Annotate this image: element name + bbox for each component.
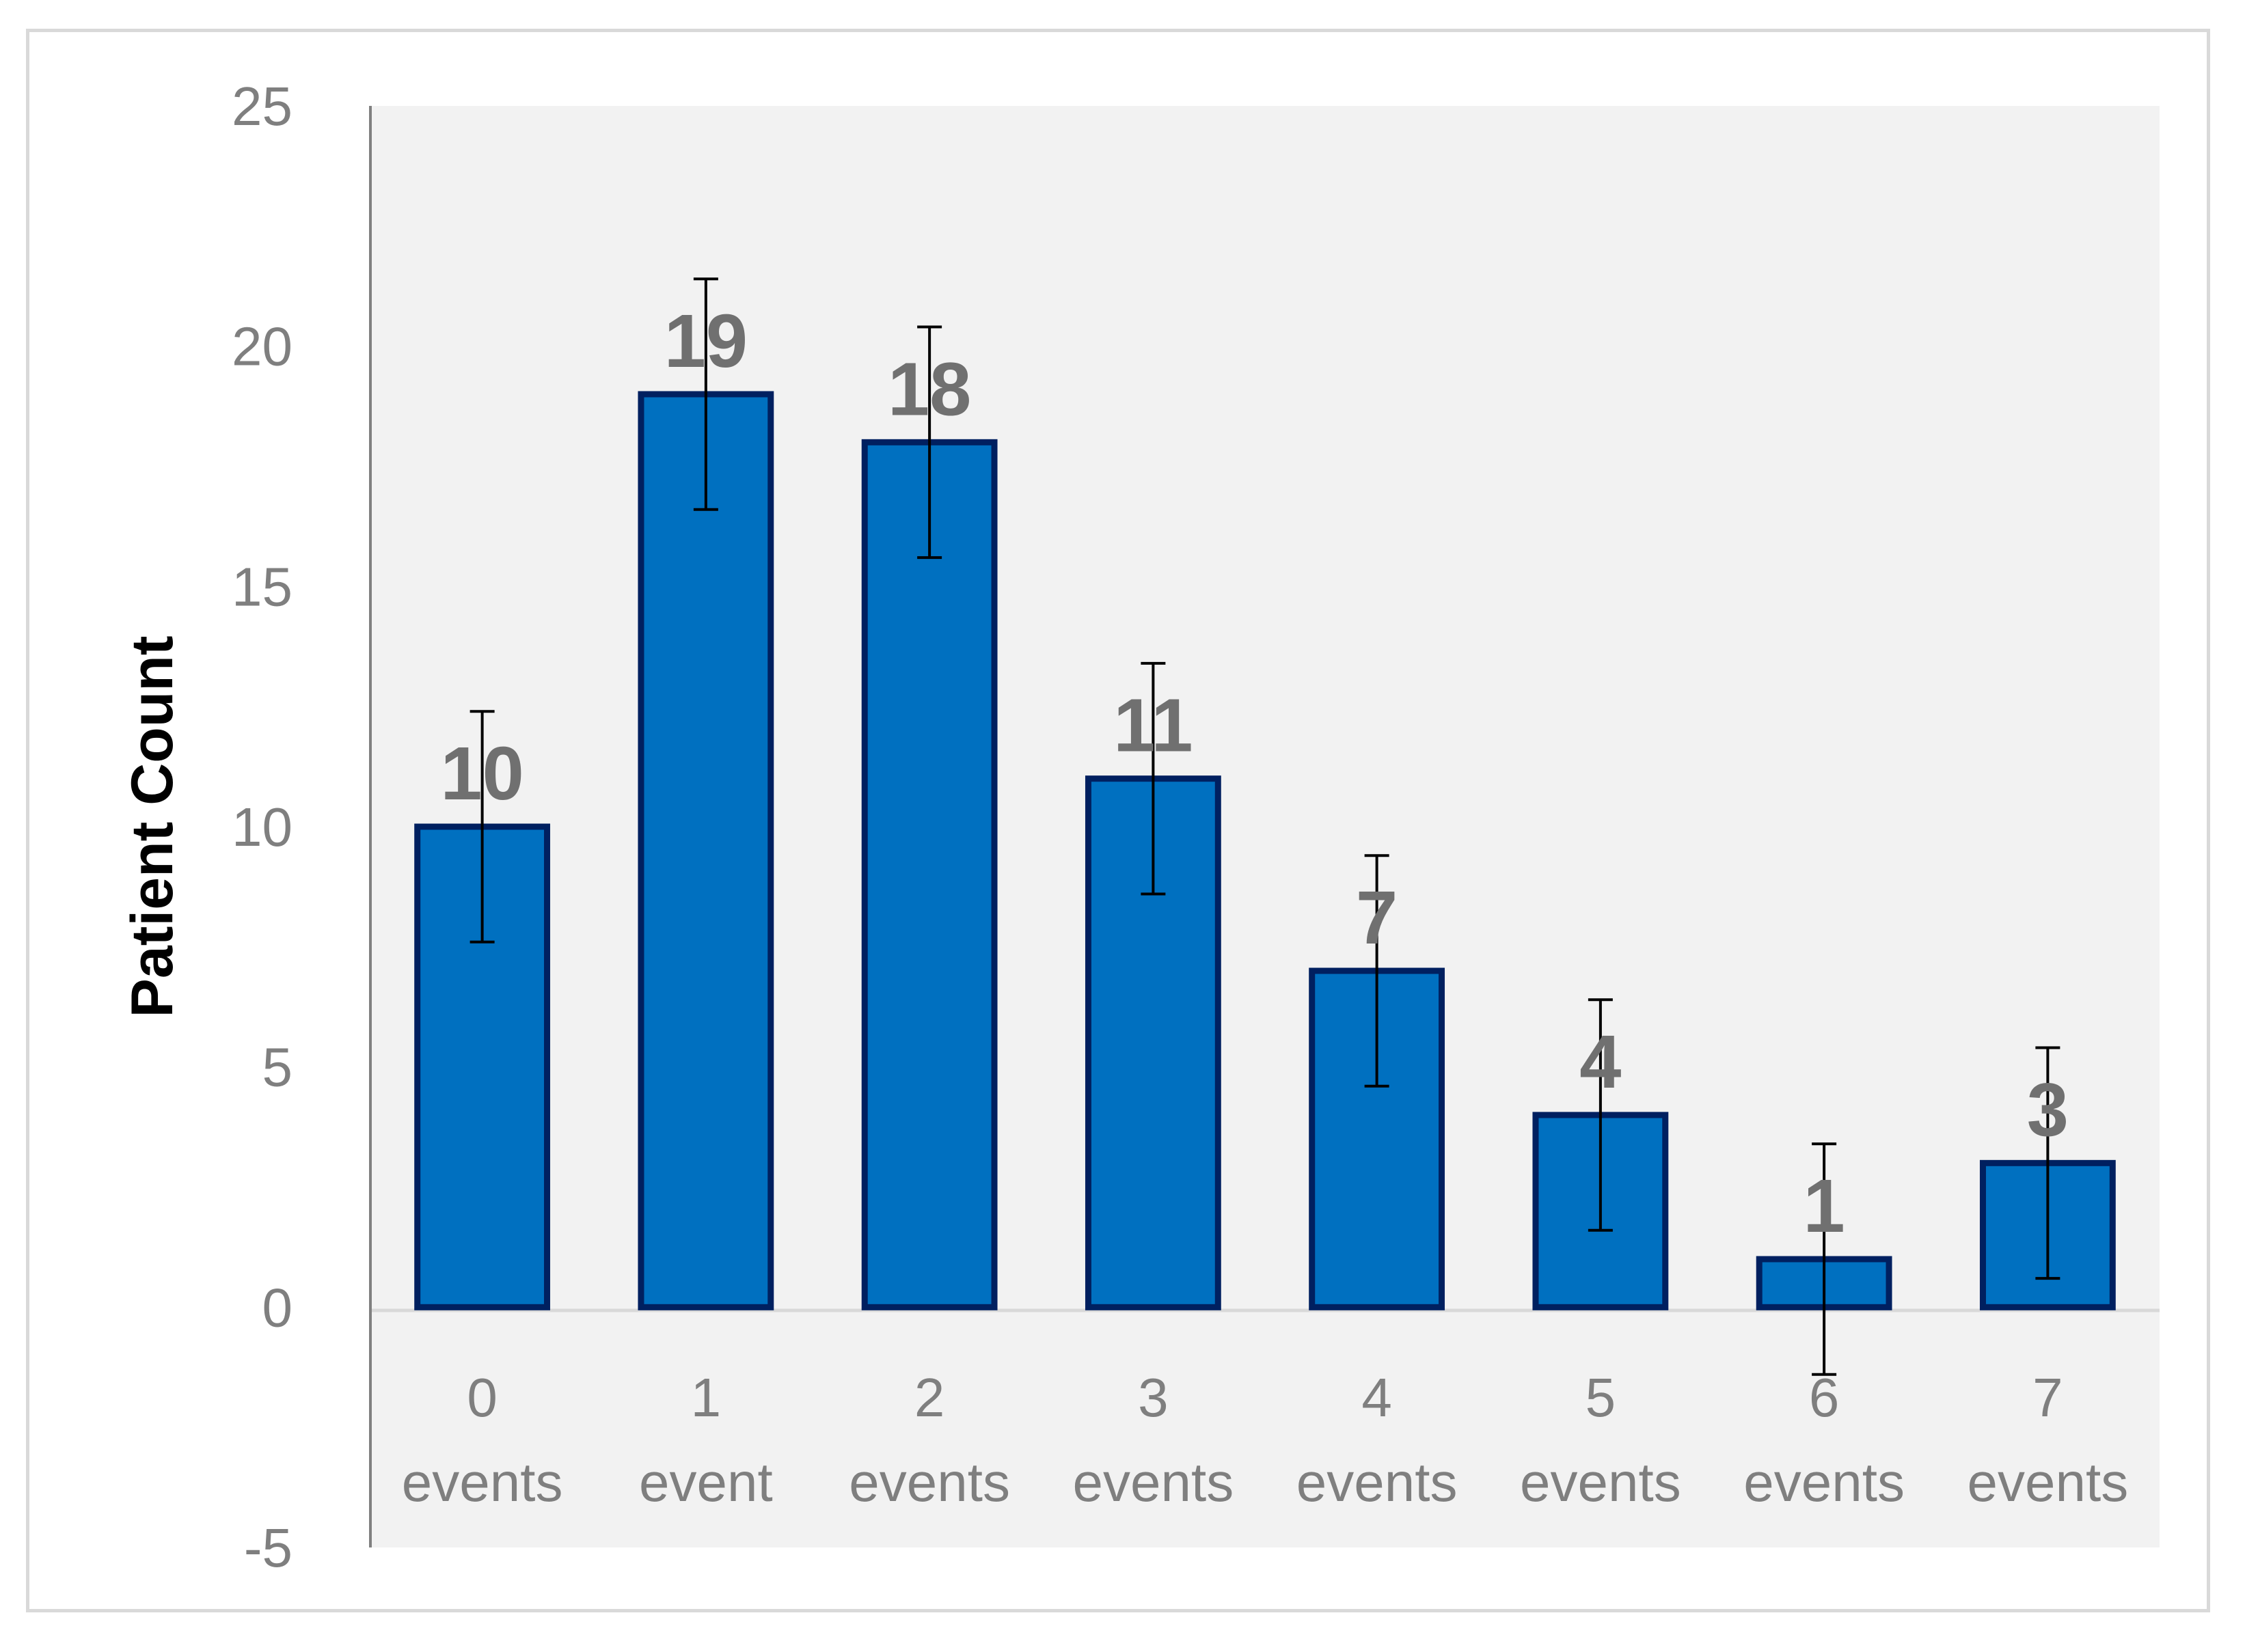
y-tick-label: 0 — [262, 1277, 293, 1338]
bar — [638, 391, 774, 1310]
error-bar — [2035, 1046, 2060, 1280]
y-axis-label: Patient Count — [120, 636, 185, 1018]
data-label: 3 — [2027, 1068, 2069, 1152]
x-category-label: events — [849, 1452, 1010, 1513]
data-labels: 10 19 18 11 7 4 1 3 — [440, 299, 2069, 1248]
data-label: 19 — [664, 299, 748, 383]
x-axis-categories: 0 events 1 event 2 events 3 events 4 events 5 event… — [402, 1367, 2128, 1513]
x-category-label: 7 — [2032, 1367, 2063, 1428]
y-axis-ticks: -5 0 5 10 15 20 25 — [232, 76, 292, 1578]
data-label: 11 — [1113, 684, 1193, 768]
x-category-label: event — [639, 1452, 773, 1513]
x-category-label: 3 — [1138, 1367, 1169, 1428]
error-bar — [1364, 854, 1389, 1088]
x-category-label: events — [1296, 1452, 1458, 1513]
x-category-label: 0 — [467, 1367, 498, 1428]
error-bar — [1812, 1142, 1837, 1376]
data-label: 1 — [1804, 1164, 1845, 1248]
data-label: 18 — [888, 347, 971, 431]
x-category-label: events — [1743, 1452, 1905, 1513]
x-category-label: 4 — [1361, 1367, 1392, 1428]
x-category-label: 2 — [914, 1367, 945, 1428]
x-category-label: 1 — [691, 1367, 722, 1428]
error-bar — [917, 325, 942, 560]
x-category-label: events — [1968, 1452, 2129, 1513]
bars — [414, 391, 2116, 1310]
y-tick-label: 5 — [262, 1037, 293, 1098]
y-tick-label: 20 — [232, 316, 292, 377]
x-category-label: 5 — [1586, 1367, 1616, 1428]
x-category-label: events — [1073, 1452, 1234, 1513]
y-tick-label: 10 — [232, 797, 292, 857]
bar — [414, 823, 551, 1310]
bar — [861, 439, 998, 1310]
error-bars — [470, 277, 2060, 1376]
x-category-label: events — [402, 1452, 563, 1513]
y-tick-label: -5 — [244, 1517, 292, 1578]
y-tick-label: 25 — [232, 76, 292, 137]
error-bar — [1141, 661, 1166, 896]
x-category-label: 6 — [1809, 1367, 1840, 1428]
y-tick-label: 15 — [232, 556, 292, 617]
error-bar — [470, 710, 495, 944]
data-label: 7 — [1356, 876, 1398, 960]
data-label: 4 — [1579, 1020, 1621, 1104]
error-bar — [1588, 998, 1613, 1232]
error-bar — [693, 277, 718, 511]
x-category-label: events — [1520, 1452, 1681, 1513]
data-label: 10 — [440, 732, 523, 816]
